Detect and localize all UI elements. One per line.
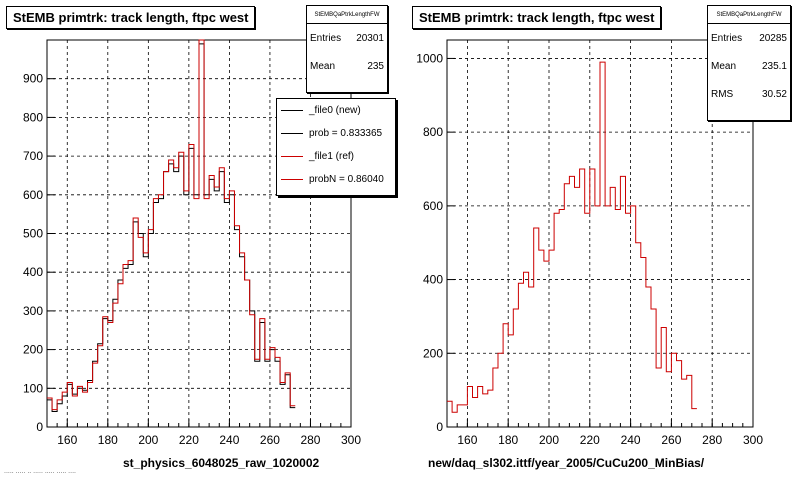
left-x-tick-label: 200	[138, 433, 158, 447]
right-y-tick-label: 600	[423, 199, 443, 213]
right-y-tick-label: 0	[436, 420, 443, 434]
left-y-tick-label: 900	[23, 72, 43, 86]
left-stats-box: StEMBQaPtrkLengthFW Entries 20301 Mean 235	[306, 5, 388, 93]
legend-entry-file0: _file0 (new)	[309, 105, 361, 116]
left-y-tick-label: 600	[23, 188, 43, 202]
right-x-tick-label: 200	[539, 433, 559, 447]
right-plot: 160 180 200 220 240 260 280 300 0 200 400 600 800 100…	[416, 39, 763, 447]
right-x-tick-label: 240	[621, 433, 641, 447]
right-stats-box: StEMBQaPtrkLengthFW Entries 20285 Mean 235…	[707, 5, 791, 121]
left-y-tick-label: 0	[36, 420, 43, 434]
right-y-tick-label: 400	[423, 273, 443, 287]
right-stats-name: StEMBQaPtrkLengthFW	[708, 6, 790, 24]
left-x-tick-label: 280	[300, 433, 320, 447]
left-entries-value: 20301	[356, 32, 384, 44]
left-x-tick-label: 300	[341, 433, 361, 447]
left-x-tick-label: 180	[98, 433, 118, 447]
right-x-tick-label: 300	[743, 433, 763, 447]
left-y-tick-label: 800	[23, 110, 43, 124]
right-x-axis-title: new/daq_sl302.ittf/year_2005/CuCu200_Min…	[428, 456, 705, 470]
left-series-1-histogram	[47, 39, 296, 411]
right-rms-value: 30.52	[761, 88, 787, 100]
left-entries-label: Entries	[310, 32, 342, 44]
legend-swatch-file0	[281, 110, 303, 111]
left-y-tick-label: 100	[23, 381, 43, 395]
right-x-tick-label: 220	[580, 433, 600, 447]
right-entries-value: 20285	[759, 32, 787, 44]
left-y-tick-label: 700	[23, 149, 43, 163]
left-y-tick-label: 300	[23, 304, 43, 318]
left-mean-value: 235	[367, 60, 384, 72]
left-y-tick-label: 200	[23, 343, 43, 357]
left-legend: _file0 (new) prob = 0.833365 _file1 (ref…	[276, 98, 396, 196]
legend-entry-probn: probN = 0.86040	[309, 174, 384, 185]
footer-text: ..... ..... .. ..... ..... ..... ....	[4, 468, 76, 475]
right-x-tick-label: 260	[661, 433, 681, 447]
left-chart-title: StEMB primtrk: track length, ftpc west	[6, 6, 256, 29]
right-series-0-histogram	[447, 61, 697, 413]
right-entries-label: Entries	[711, 32, 743, 44]
legend-entry-file1: _file1 (ref)	[309, 151, 355, 162]
right-y-tick-label: 200	[423, 346, 443, 360]
left-x-tick-label: 240	[219, 433, 239, 447]
right-x-tick-label: 180	[498, 433, 518, 447]
right-y-tick-label: 800	[423, 125, 443, 139]
left-y-tick-label: 400	[23, 265, 43, 279]
right-pad: 160 180 200 220 240 260 280 300 0 200 400 600 800 100…	[400, 0, 800, 480]
right-x-tick-label: 280	[702, 433, 722, 447]
left-x-tick-label: 260	[260, 433, 280, 447]
legend-entry-prob: prob = 0.833365	[309, 128, 383, 139]
left-series-0-histogram	[47, 43, 296, 413]
right-mean-value: 235.1	[761, 60, 787, 72]
legend-swatch-prob	[281, 133, 303, 134]
right-x-tick-label: 160	[457, 433, 477, 447]
left-stats-name: StEMBQaPtrkLengthFW	[307, 6, 387, 24]
right-y-tick-label: 1000	[416, 51, 443, 65]
right-mean-label: Mean	[711, 60, 737, 72]
left-x-axis-title: st_physics_6048025_raw_1020002	[123, 456, 320, 470]
left-x-tick-label: 160	[57, 433, 77, 447]
left-pad: 160 180 200 220 240 260 280 300 0 100 200 300 400 500…	[4, 5, 396, 475]
left-x-tick-label: 220	[179, 433, 199, 447]
legend-swatch-probn	[281, 179, 303, 180]
right-rms-label: RMS	[711, 88, 734, 100]
right-chart-title: StEMB primtrk: track length, ftpc west	[412, 6, 662, 29]
legend-swatch-file1	[281, 156, 303, 157]
left-mean-label: Mean	[310, 60, 336, 72]
left-y-tick-label: 500	[23, 227, 43, 241]
